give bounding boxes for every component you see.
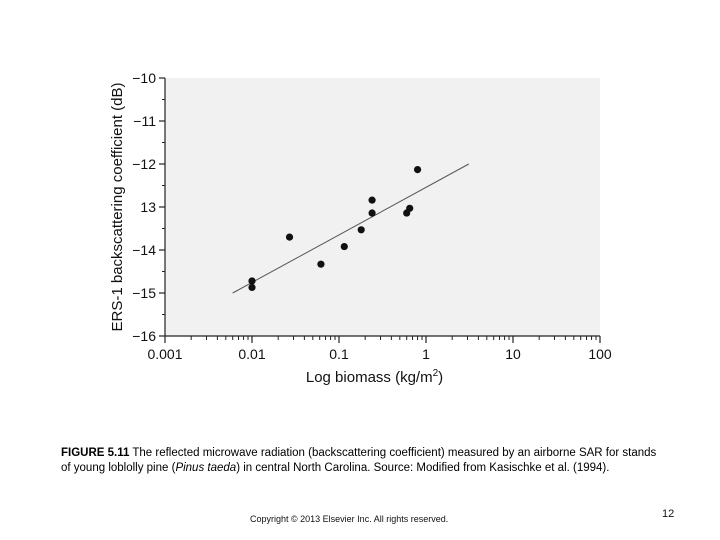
data-point — [248, 283, 256, 292]
data-point — [340, 242, 348, 251]
data-point — [413, 165, 422, 174]
y-tick-label: 13 — [140, 199, 156, 215]
data-point — [368, 209, 376, 217]
data-point — [368, 196, 376, 204]
data-points — [248, 165, 422, 292]
x-axis: 0.001 0.01 0.1 1 10 100 — [147, 335, 612, 362]
x-tick-label: 0.1 — [329, 346, 349, 362]
y-tick-label: −16 — [132, 328, 156, 344]
y-axis: −10 −11 −12 13 −14 −15 −16 — [132, 70, 166, 344]
y-tick-label: −10 — [132, 70, 156, 86]
y-tick-label: −14 — [132, 242, 156, 258]
x-tick-label: 10 — [505, 346, 521, 362]
copyright-notice: Copyright © 2013 Elsevier Inc. All right… — [250, 514, 449, 524]
x-axis-title-end: ) — [438, 369, 443, 386]
x-tick-label: 100 — [588, 346, 612, 362]
figure-label: FIGURE 5.11 — [61, 447, 130, 459]
plot-area — [165, 78, 600, 336]
x-tick-label: 0.01 — [238, 346, 265, 362]
y-axis-title: ERS-1 backscattering coefficient (dB) — [109, 82, 126, 331]
page-number: 12 — [662, 508, 675, 520]
data-point — [248, 277, 256, 285]
x-axis-title-main: Log biomass (kg/m — [306, 369, 433, 386]
data-point — [357, 226, 365, 234]
y-tick-label: −11 — [133, 113, 156, 129]
caption-text-2: ) in central North Carolina. Source: Mod… — [236, 462, 610, 474]
x-tick-label: 1 — [422, 346, 430, 362]
data-point — [285, 233, 294, 241]
x-axis-title-superscript: 2 — [433, 368, 439, 379]
y-tick-label: −12 — [132, 156, 156, 172]
figure-caption: FIGURE 5.11 The reflected microwave radi… — [61, 446, 661, 476]
x-axis-title: Log biomass (kg/m2) — [306, 368, 443, 386]
trend-line — [232, 163, 469, 294]
data-point — [406, 204, 414, 212]
species-name: Pinus taeda — [175, 462, 237, 474]
data-point — [317, 260, 325, 268]
x-tick-label: 0.001 — [147, 346, 182, 362]
caption-text-1: The reflected microwave radiation (backs… — [61, 447, 657, 474]
y-tick-label: −15 — [132, 285, 156, 301]
